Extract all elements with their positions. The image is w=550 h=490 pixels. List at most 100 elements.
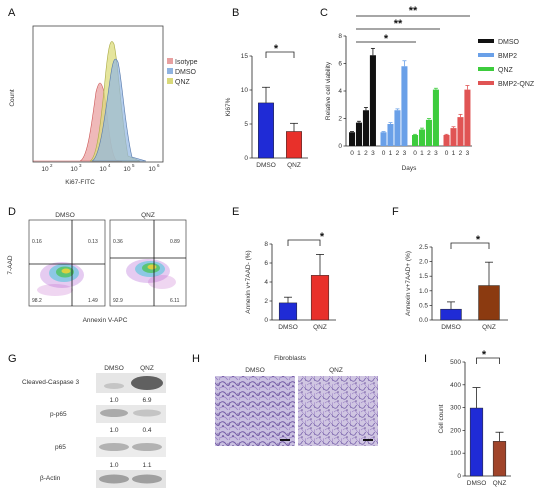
bar [492, 441, 507, 477]
legend-label: BMP2 [498, 53, 517, 60]
legend-qnz: QNZ [175, 79, 191, 86]
y-tick-label: 1.0 [419, 288, 428, 295]
legend-swatch-qnz [167, 78, 173, 84]
y-axis-label: Annexin v+7AAD- (%) [245, 250, 252, 313]
panel-d-ylabel: 7-AAD [7, 255, 14, 274]
bar [464, 89, 471, 146]
legend-label: BMP2-QNZ [498, 81, 535, 88]
panel-i: I 0 100 200 300 400 500 Cell count DMSO QNZ * [424, 349, 511, 487]
x-tick-label: 3 [403, 150, 407, 157]
panel-g-label: G [8, 353, 17, 365]
y-tick-label: 2.5 [419, 244, 428, 251]
y-tick-label: 1.5 [419, 273, 428, 280]
y-tick-label: 10 [241, 87, 249, 94]
blot-value: 1.0 [109, 462, 118, 469]
panel-b-label: B [232, 7, 239, 19]
xtick: 10 [148, 166, 156, 173]
y-tick-label: 100 [450, 450, 461, 457]
chart-b: 0 5 10 15 Ki67% DMSO QNZ [225, 51, 308, 169]
xtick: 10 [41, 166, 49, 173]
dotplot-dmso-frame [28, 219, 106, 307]
y-tick-label: 2 [264, 298, 268, 305]
x-tick-label: 1 [357, 150, 361, 157]
dotplot-qnz-cloud [126, 259, 176, 289]
bar [469, 407, 484, 477]
plot-title-dmso: DMSO [55, 212, 75, 219]
histogram-curves [33, 41, 147, 162]
bar [412, 135, 419, 146]
x-tick-label: 2 [427, 150, 431, 157]
blot-strip [96, 470, 166, 488]
legend-swatch [478, 39, 494, 43]
significance-star: * [476, 234, 481, 246]
x-tick-label: 1 [389, 150, 393, 157]
significance-star: * [274, 43, 279, 55]
blot-row-label: Cleaved-Caspase 3 [22, 379, 79, 386]
panel-a-xlabel: Ki67-FITC [65, 179, 95, 186]
x-tick-label: QNZ [287, 162, 301, 169]
blot-band [132, 443, 162, 451]
bar [362, 110, 369, 146]
bar [425, 119, 432, 146]
image-col-qnz: QNZ [329, 367, 343, 374]
blot-band [131, 376, 163, 390]
y-tick-label: 2.0 [419, 259, 428, 266]
panel-e-label: E [232, 206, 239, 218]
sig-star: ** [394, 18, 403, 30]
legend-swatch [478, 67, 494, 71]
quad-lr: 6.11 [170, 298, 180, 304]
quad-ll: 98.2 [32, 298, 42, 304]
bar [478, 285, 500, 321]
x-tick-label: 2 [364, 150, 368, 157]
bar [440, 308, 462, 321]
panel-a-ylabel: Count [9, 89, 16, 107]
quad-lr: 1.49 [88, 298, 98, 304]
significance-bracket [265, 51, 295, 58]
quad-ul: 0.16 [32, 239, 42, 245]
y-tick-label: 400 [450, 382, 461, 389]
xtick-exp: 2 [50, 163, 53, 168]
bar [369, 55, 376, 146]
x-tick-label: 3 [466, 150, 470, 157]
panel-c-label: C [320, 7, 328, 19]
legend-swatch [478, 81, 494, 85]
y-tick-label: 8 [264, 241, 268, 248]
bar [401, 66, 408, 146]
bar [394, 110, 401, 146]
xtick: 10 [70, 166, 78, 173]
sig-star: ** [409, 5, 418, 17]
blot-row-label: p65 [55, 444, 66, 451]
bar [258, 102, 274, 159]
x-tick-label: 0 [445, 150, 449, 157]
histogram-dmso [91, 58, 147, 162]
chart-e: 0 2 4 6 8 Annexin v+7AAD- (%) DMSO QNZ [245, 239, 336, 331]
xtick-exp: 4 [108, 163, 111, 168]
chart-i: 0 100 200 300 400 500 Cell count DMSO QNZ [438, 357, 511, 487]
y-tick-label: 6 [338, 61, 342, 68]
panel-d-label: D [8, 206, 16, 218]
legend-label: DMSO [498, 39, 520, 46]
bar [450, 128, 457, 146]
x-tick-label: QNZ [493, 480, 507, 487]
x-tick-label: QNZ [313, 324, 327, 331]
y-tick-label: 0 [457, 473, 461, 480]
panel-a-legend: Isotype DMSO QNZ [167, 58, 198, 86]
bar [443, 135, 450, 146]
y-axis-label: Annexin v+7AAD+ (%) [405, 251, 412, 316]
y-axis-label: Relative cell viability [325, 61, 332, 120]
bar [355, 122, 363, 146]
significance-bracket [450, 242, 490, 249]
blot-row-label: p-p65 [50, 411, 67, 418]
panel-e: E 0 2 4 6 8 Annexin v+7AAD- (%) DMSO QNZ * [232, 206, 336, 331]
panel-c-significance: * ** ** [356, 5, 470, 45]
blot-band [104, 383, 124, 389]
x-tick-label: DMSO [441, 324, 461, 331]
xtick: 10 [99, 166, 107, 173]
panel-a-frame [32, 25, 164, 163]
x-tick-label: DMSO [256, 162, 276, 169]
panel-a-xticks: 10 2 10 3 10 4 10 5 10 6 [41, 163, 160, 173]
panel-a: A Count 10 2 10 3 10 4 10 5 10 6 Ki67-FI… [8, 7, 198, 186]
blot-value: 1.1 [142, 462, 151, 469]
quad-ul: 0.36 [113, 239, 123, 245]
